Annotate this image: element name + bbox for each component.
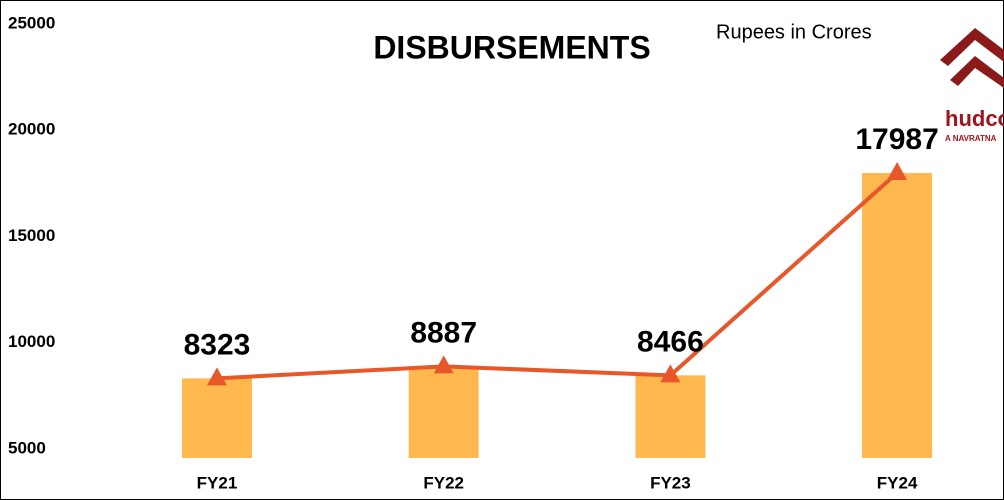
y-tick-label: 15000 (8, 226, 55, 245)
value-label: 8466 (637, 325, 704, 358)
logo-roof (950, 56, 1004, 88)
logo-roof (940, 28, 1004, 66)
line-marker (433, 355, 454, 374)
value-label: 8323 (184, 328, 251, 361)
y-tick-label: 5000 (8, 438, 46, 457)
x-tick-label: FY21 (197, 473, 238, 492)
bar (182, 378, 252, 458)
bar (635, 375, 706, 458)
line-marker (660, 364, 681, 383)
logo-tagline: A NAVRATNA (945, 134, 997, 143)
chart-title: DISBURSEMENTS (373, 29, 650, 65)
logo-text: hudco (945, 106, 1004, 131)
line (216, 171, 899, 381)
line-marker (887, 162, 908, 181)
x-tick-label: FY23 (650, 473, 691, 492)
chart-subtitle: Rupees in Crores (716, 21, 872, 43)
bar (408, 366, 479, 458)
logo: hudco A NAVRATNA (940, 28, 1004, 143)
bar (862, 173, 933, 458)
y-tick-label: 25000 (8, 13, 55, 32)
y-tick-label: 20000 (8, 120, 55, 139)
x-tick-label: FY22 (423, 473, 464, 492)
y-tick-label: 10000 (8, 332, 55, 351)
x-tick-label: FY24 (877, 473, 918, 492)
value-label: 17987 (855, 123, 938, 156)
value-label: 8887 (410, 316, 477, 349)
line-marker (207, 367, 227, 386)
